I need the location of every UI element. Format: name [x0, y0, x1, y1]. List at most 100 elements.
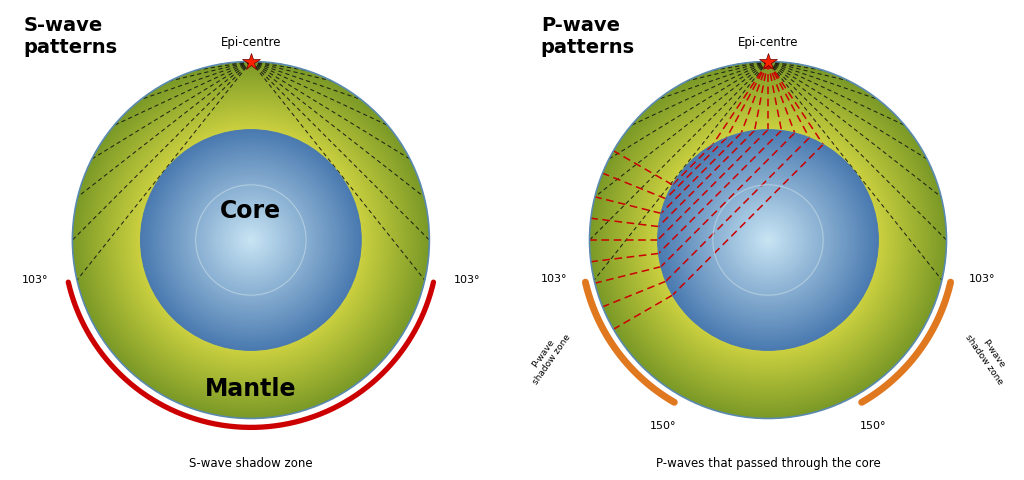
Circle shape [214, 203, 288, 277]
Circle shape [102, 91, 399, 389]
Circle shape [132, 122, 370, 358]
Circle shape [237, 225, 265, 255]
Circle shape [590, 61, 946, 419]
Circle shape [98, 88, 403, 392]
Text: S-wave
patterns: S-wave patterns [24, 16, 118, 57]
Circle shape [764, 236, 772, 244]
Circle shape [593, 65, 943, 415]
Circle shape [671, 143, 865, 337]
Circle shape [657, 130, 879, 350]
Circle shape [227, 216, 274, 264]
Circle shape [691, 163, 845, 317]
Circle shape [633, 105, 903, 375]
Circle shape [77, 66, 425, 414]
Text: Mantle: Mantle [205, 377, 297, 401]
Circle shape [146, 135, 355, 345]
Circle shape [75, 64, 427, 416]
Circle shape [202, 191, 300, 289]
Circle shape [92, 81, 410, 399]
Circle shape [79, 68, 423, 412]
Circle shape [193, 181, 309, 299]
Circle shape [644, 116, 892, 364]
Circle shape [228, 218, 273, 262]
Circle shape [602, 74, 934, 406]
Circle shape [641, 113, 895, 367]
Circle shape [611, 83, 925, 397]
Circle shape [685, 157, 851, 323]
Circle shape [242, 231, 260, 249]
Circle shape [656, 129, 880, 351]
Circle shape [156, 144, 346, 336]
Circle shape [166, 156, 336, 324]
Circle shape [665, 137, 871, 343]
Text: P-wave
patterns: P-wave patterns [541, 16, 635, 57]
Circle shape [179, 168, 323, 312]
Circle shape [123, 111, 379, 369]
Text: P-wave
shadow zone: P-wave shadow zone [964, 327, 1014, 386]
Circle shape [240, 229, 262, 251]
Circle shape [246, 235, 256, 245]
Circle shape [82, 71, 420, 409]
Circle shape [74, 63, 428, 417]
Circle shape [654, 126, 882, 354]
Circle shape [738, 211, 798, 269]
Circle shape [150, 139, 352, 341]
Circle shape [592, 64, 944, 416]
Circle shape [165, 154, 337, 326]
Circle shape [78, 67, 424, 413]
Circle shape [198, 187, 304, 293]
Circle shape [170, 159, 332, 321]
Circle shape [144, 133, 357, 347]
Circle shape [175, 165, 327, 315]
Circle shape [96, 85, 406, 395]
Circle shape [632, 104, 904, 376]
Circle shape [142, 132, 359, 348]
Circle shape [651, 123, 885, 357]
Circle shape [230, 220, 271, 260]
Circle shape [698, 170, 838, 310]
Circle shape [727, 200, 809, 280]
Circle shape [605, 77, 931, 403]
Circle shape [188, 178, 313, 302]
Circle shape [731, 203, 805, 277]
Circle shape [631, 102, 905, 378]
Circle shape [625, 97, 911, 383]
Circle shape [591, 63, 945, 417]
Circle shape [183, 172, 318, 308]
Circle shape [600, 72, 936, 408]
Circle shape [87, 76, 415, 404]
Circle shape [703, 176, 833, 304]
Circle shape [713, 185, 823, 295]
Circle shape [722, 194, 814, 286]
Circle shape [103, 92, 398, 388]
Circle shape [136, 125, 366, 355]
Circle shape [94, 83, 408, 397]
Circle shape [90, 80, 412, 400]
Circle shape [113, 101, 389, 379]
Circle shape [647, 120, 889, 360]
Circle shape [219, 209, 283, 271]
Circle shape [634, 106, 902, 374]
Circle shape [694, 167, 842, 313]
Circle shape [616, 89, 920, 391]
Circle shape [186, 176, 315, 304]
Circle shape [689, 161, 847, 319]
Circle shape [234, 224, 267, 256]
Circle shape [649, 122, 887, 358]
Circle shape [114, 102, 388, 378]
Circle shape [700, 172, 836, 308]
Circle shape [120, 109, 382, 371]
Circle shape [116, 105, 386, 375]
Circle shape [111, 100, 391, 380]
Circle shape [138, 127, 364, 353]
Circle shape [194, 183, 308, 297]
Circle shape [617, 90, 919, 390]
Circle shape [109, 98, 393, 382]
Circle shape [620, 91, 916, 389]
Circle shape [673, 144, 863, 336]
Circle shape [719, 191, 817, 289]
Circle shape [174, 163, 328, 317]
Circle shape [95, 84, 407, 396]
Circle shape [85, 74, 417, 406]
Circle shape [622, 93, 914, 387]
